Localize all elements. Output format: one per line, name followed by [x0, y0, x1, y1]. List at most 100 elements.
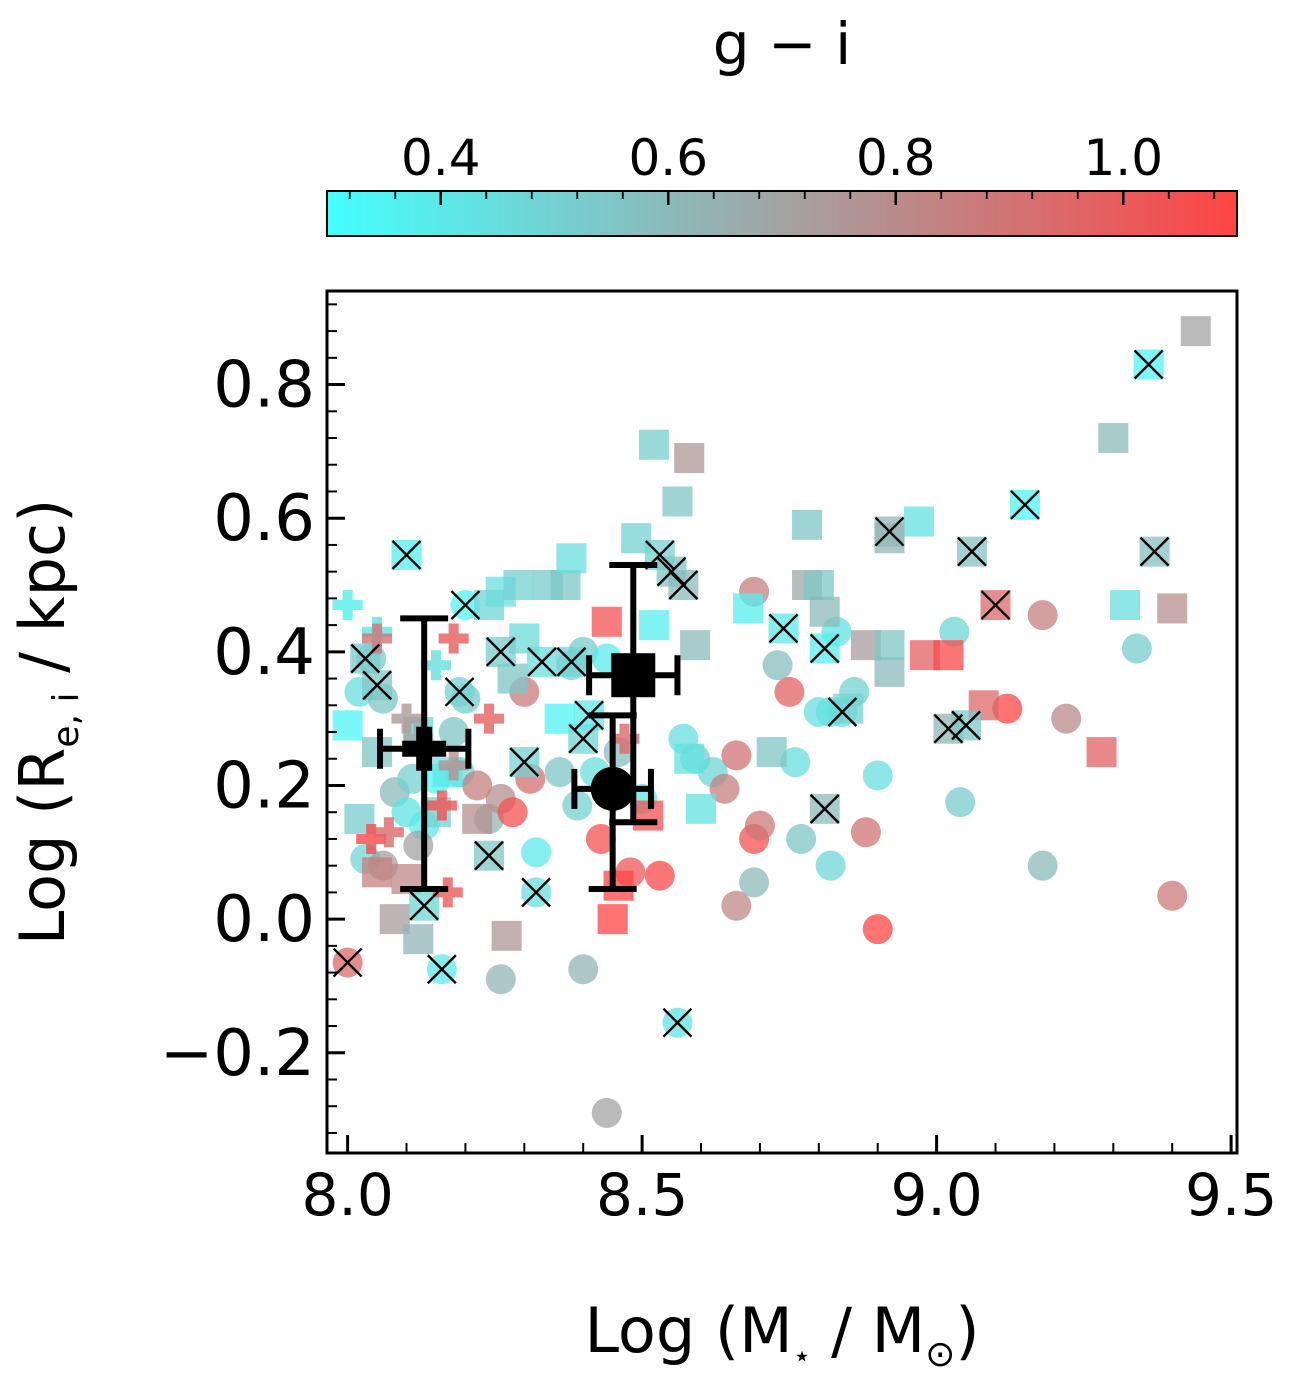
- data-point-cross-mark: [521, 877, 551, 908]
- data-point-circle: [1027, 600, 1058, 631]
- data-point-square: [332, 710, 363, 741]
- data-point-plus: [420, 650, 451, 681]
- data-point-cross-mark: [827, 697, 858, 727]
- data-point-circle: [709, 773, 740, 804]
- summary-marker: [402, 726, 447, 771]
- data-point-cross-mark: [980, 590, 1011, 620]
- x-tick-label: 9.5: [1185, 1161, 1277, 1229]
- data-point-cross-mark: [957, 536, 987, 567]
- data-point-cross-mark: [391, 540, 422, 570]
- data-point-plus: [391, 703, 422, 734]
- data-point-square: [550, 570, 581, 601]
- data-point-circle: [780, 747, 811, 778]
- data-point-cross-mark: [509, 747, 540, 777]
- data-point-circle: [721, 740, 752, 771]
- colorbar-ticks: 0.4 0.6 0.8 1.0: [348, 129, 1216, 205]
- data-point-square: [686, 793, 717, 824]
- data-point-square: [603, 870, 634, 901]
- colorbar-tick-label: 0.4: [401, 129, 481, 187]
- data-point-square: [591, 606, 622, 637]
- data-point-plus: [432, 877, 463, 908]
- data-point-square: [809, 596, 840, 627]
- data-point-circle: [585, 823, 616, 854]
- data-point-circle: [786, 823, 817, 854]
- data-point-plus: [438, 750, 469, 781]
- data-point-plus: [426, 790, 457, 821]
- colorbar-tick-label: 1.0: [1083, 129, 1163, 187]
- data-point-circle: [497, 797, 528, 828]
- data-point-circle: [945, 787, 976, 818]
- data-point-cross-mark: [1010, 489, 1040, 520]
- data-point-square: [874, 630, 905, 661]
- y-tick-label: −0.2: [160, 1017, 315, 1091]
- y-tick-label: 0.0: [213, 883, 315, 957]
- data-point-cross-mark: [809, 633, 840, 664]
- y-axis: −0.2 0.0 0.2 0.4 0.6 0.8: [160, 303, 345, 1134]
- data-point-circle: [644, 860, 675, 891]
- data-point-plus: [473, 703, 504, 734]
- data-point-cross-mark: [474, 840, 504, 871]
- data-point-circle: [850, 817, 881, 848]
- summary-points: [377, 561, 681, 893]
- colorbar-tick-label: 0.6: [628, 129, 708, 187]
- data-point-square: [674, 743, 705, 774]
- data-point-plus: [609, 723, 640, 754]
- data-point-cross-mark: [362, 670, 392, 701]
- y-tick-label: 0.2: [213, 749, 315, 823]
- data-point-square: [497, 663, 528, 694]
- data-point-square: [680, 630, 711, 661]
- data-point-square: [792, 509, 823, 540]
- colorbar: g − i 0.4 0.6 0.8 1.0: [326, 10, 1238, 237]
- data-point-cross-mark: [332, 947, 363, 978]
- data-point-circle: [992, 693, 1023, 724]
- data-point-square: [733, 593, 764, 624]
- data-point-circle: [1157, 880, 1188, 911]
- x-tick-label: 9.0: [890, 1161, 982, 1229]
- data-point-square: [556, 543, 587, 574]
- data-point-square: [1110, 590, 1141, 621]
- y-axis-label: Log (Re, i / kpc): [6, 499, 87, 946]
- data-point-circle: [721, 890, 752, 921]
- data-point-square: [503, 570, 534, 601]
- data-point-circle: [438, 717, 469, 748]
- data-point-square: [1086, 737, 1117, 768]
- data-point-plus: [373, 817, 404, 848]
- y-tick-label: 0.6: [213, 482, 315, 556]
- data-point-cross-mark: [933, 713, 964, 744]
- data-point-cross-mark: [568, 723, 599, 754]
- data-point-circle: [397, 763, 428, 794]
- x-tick-label: 8.0: [301, 1161, 393, 1229]
- plot-frame: [325, 289, 1239, 1155]
- data-point-plus: [332, 590, 363, 621]
- summary-marker: [590, 766, 635, 811]
- colorbar-tick-label: 0.8: [856, 129, 936, 187]
- data-point-square: [638, 429, 669, 460]
- data-point-circle: [462, 770, 493, 801]
- data-point-cross-mark: [809, 794, 840, 824]
- data-point-square: [1098, 423, 1129, 454]
- data-point-plus: [362, 623, 393, 654]
- data-point-cross-mark: [768, 613, 799, 644]
- data-point-cross-mark: [527, 647, 557, 677]
- x-axis: 8.0 8.5 9.0 9.5: [301, 1135, 1277, 1229]
- summary-point-circle: [571, 712, 654, 893]
- data-point-cross-mark: [1139, 536, 1170, 567]
- data-point-square: [756, 737, 787, 768]
- data-point-cross-mark: [951, 710, 981, 741]
- plot-area: 8.0 8.5 9.0 9.5 −0.2 0.0 0.2 0.4 0.6 0.8: [160, 289, 1277, 1229]
- data-point-cross-mark: [485, 636, 516, 667]
- x-axis-label: Log (M⋆ / M⊙): [584, 1294, 979, 1375]
- data-point-cross-mark: [409, 890, 440, 921]
- data-point-square: [491, 920, 522, 951]
- y-tick-label: 0.4: [213, 616, 315, 690]
- data-point-circle: [939, 616, 970, 647]
- data-point-cross-mark: [444, 677, 475, 707]
- data-point-square: [874, 656, 905, 687]
- data-point-cross-mark: [556, 647, 587, 677]
- data-point-circle: [762, 650, 793, 681]
- data-point-circle: [1027, 850, 1058, 881]
- data-point-circle: [568, 954, 599, 985]
- data-point-circle: [1051, 703, 1082, 734]
- data-point-circle: [485, 964, 516, 995]
